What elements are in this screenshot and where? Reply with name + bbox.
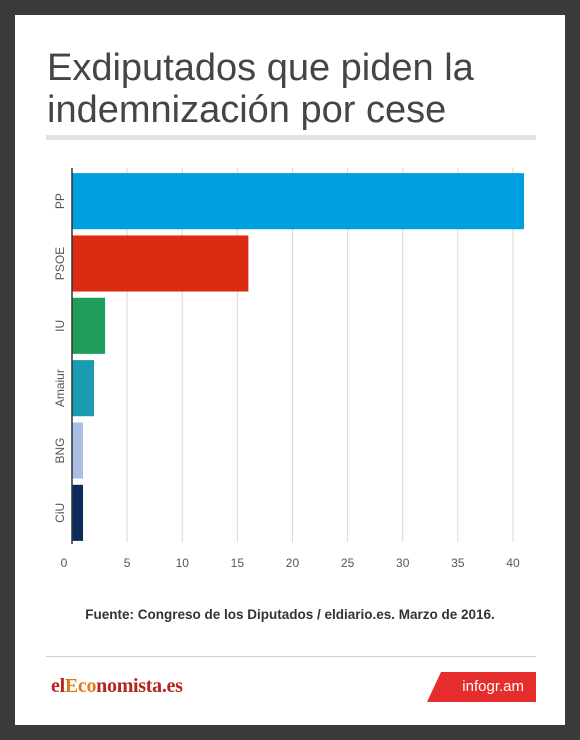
x-tick-label: 40: [506, 556, 520, 570]
grid: [126, 168, 514, 542]
bar-pp[interactable]: [72, 173, 524, 230]
x-tick-label: 5: [124, 556, 131, 570]
x-tick-label: 0: [61, 556, 68, 570]
bar-iu[interactable]: [72, 297, 106, 354]
eleconomista-logo[interactable]: elEconomista.es: [51, 675, 183, 698]
footer-divider: [46, 656, 536, 657]
x-tick-label: 30: [396, 556, 410, 570]
title-divider: [46, 135, 536, 140]
bar-chart: PP PSOE IU Amaiur BNG CiU 0 5 10 15 20 25 30 35 40: [53, 168, 524, 570]
category-label: BNG: [53, 437, 67, 463]
chart-title: Exdiputados que piden la indemnización p…: [47, 47, 474, 131]
category-label: CiU: [53, 503, 67, 523]
logo-prefix: el: [51, 675, 65, 697]
category-label: PP: [53, 193, 67, 209]
category-label: Amaiur: [53, 369, 67, 407]
bar-psoe[interactable]: [72, 235, 249, 292]
category-labels: PP PSOE IU Amaiur BNG CiU: [53, 193, 67, 523]
x-axis-ticks: 0 5 10 15 20 25 30 35 40: [61, 556, 520, 570]
x-tick-label: 20: [286, 556, 300, 570]
bars: [72, 173, 524, 541]
x-tick-label: 10: [176, 556, 190, 570]
bar-amaiur[interactable]: [72, 360, 95, 417]
infographic-card: Exdiputados que piden la indemnización p…: [15, 15, 565, 725]
bar-ciu[interactable]: [72, 484, 84, 541]
x-tick-label: 25: [341, 556, 355, 570]
x-tick-label: 35: [451, 556, 465, 570]
infogram-badge[interactable]: infogr.am: [427, 672, 536, 702]
bar-bng[interactable]: [72, 422, 84, 479]
category-label: PSOE: [53, 247, 67, 280]
category-label: IU: [53, 320, 67, 332]
logo-suffix: nomista.es: [96, 675, 183, 697]
logo-highlight: Eco: [64, 675, 97, 697]
x-tick-label: 15: [231, 556, 245, 570]
source-note: Fuente: Congreso de los Diputados / eldi…: [85, 607, 495, 622]
